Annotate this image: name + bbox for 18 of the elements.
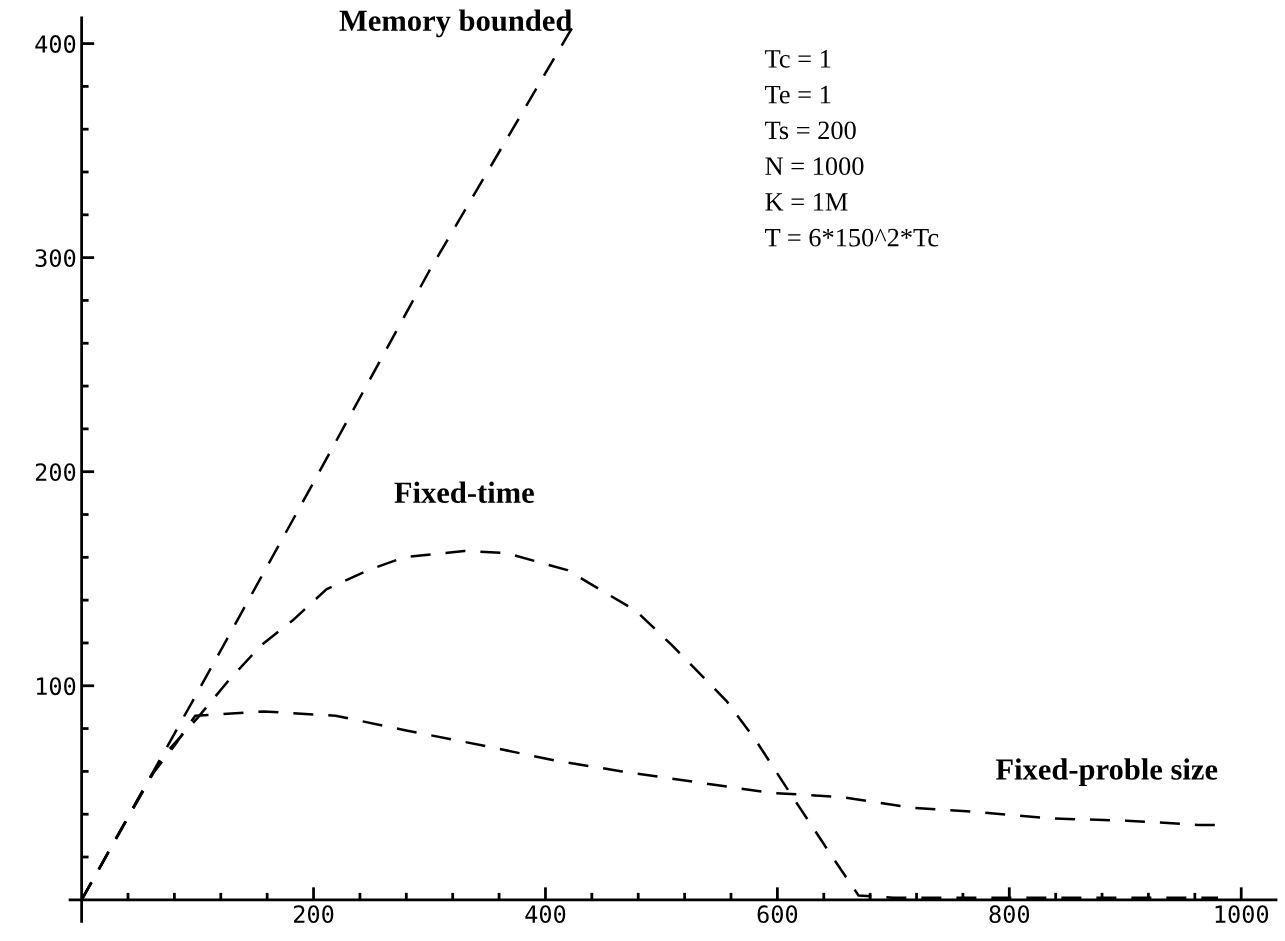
series-label: Memory bounded [339,9,573,38]
y-tick-label: 100 [36,677,76,696]
series-label: Fixed-proble size [995,758,1218,787]
annotation: N = 1000 [765,157,864,176]
series-label: Fixed-time [394,481,534,504]
y-tick-label: 400 [35,35,76,53]
annotation: K = 1M [765,193,848,211]
y-tick-label: 300 [35,249,76,267]
x-tick-label: 200 [293,905,334,924]
y-tick-label: 200 [35,463,76,482]
x-tick-label: 400 [525,905,566,924]
annotation: Ts = 200 [765,121,856,140]
annotation: T = 6*150^2*Tc [765,228,939,247]
annotation: Te = 1 [765,85,831,104]
x-tick-label: 800 [989,905,1030,924]
x-tick-label: 600 [757,905,798,924]
x-tick-label: 1000 [1215,905,1269,924]
annotation: Tc = 1 [765,50,831,68]
